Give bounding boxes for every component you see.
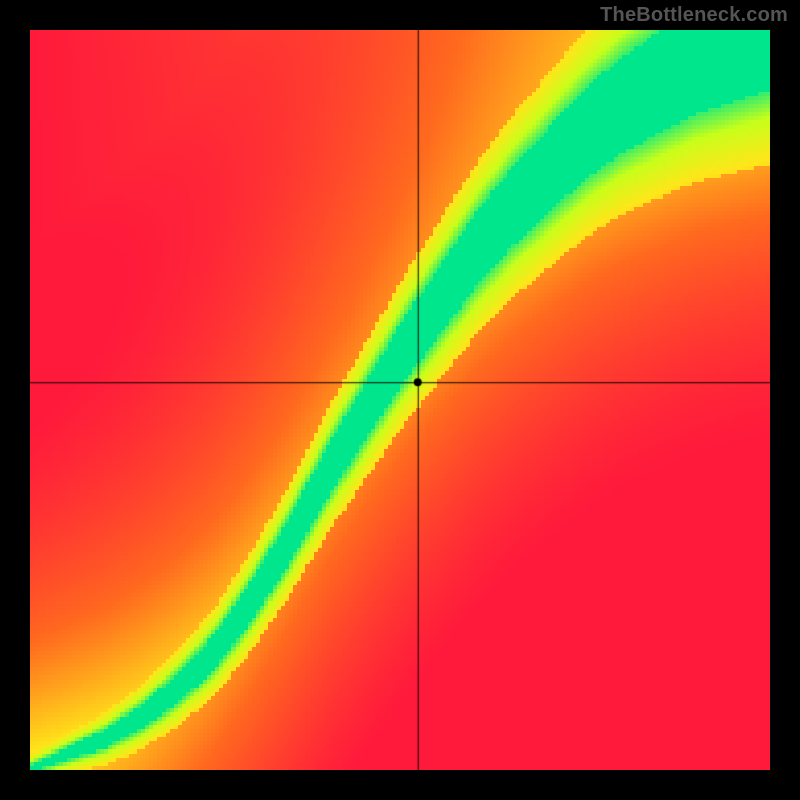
chart-container: TheBottleneck.com xyxy=(0,0,800,800)
heatmap-canvas xyxy=(0,0,800,800)
watermark-text: TheBottleneck.com xyxy=(600,4,788,27)
